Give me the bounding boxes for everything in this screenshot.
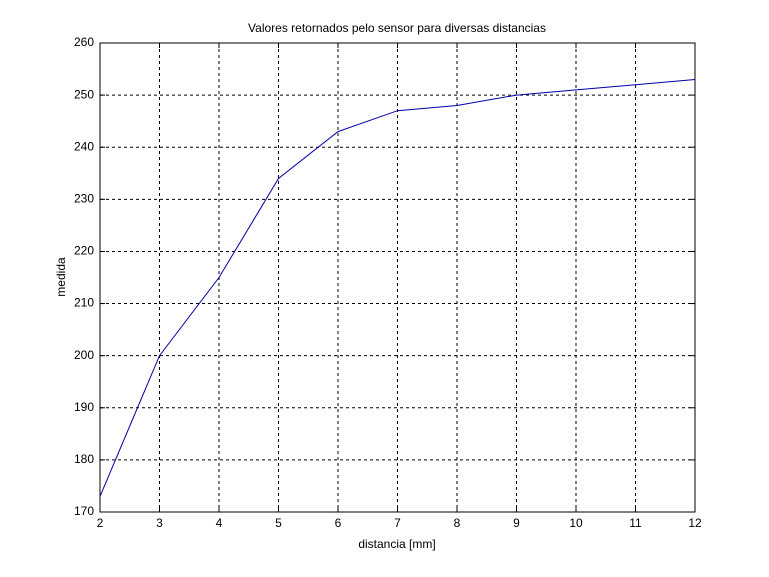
x-tick-label: 6 [335, 516, 342, 530]
x-axis-label: distancia [mm] [358, 537, 435, 551]
y-tick-label: 190 [74, 400, 94, 414]
y-tick-label: 230 [74, 192, 94, 206]
y-tick-label: 250 [74, 87, 94, 101]
y-tick-label: 260 [74, 35, 94, 49]
y-axis-label: medida [54, 257, 68, 297]
chart-title: Valores retornados pelo sensor para dive… [248, 21, 546, 35]
plot-frame [99, 42, 696, 513]
x-tick-label: 11 [629, 516, 642, 530]
x-tick-label: 4 [216, 516, 223, 530]
y-tick-label: 240 [74, 139, 94, 153]
y-tick-label: 220 [74, 244, 94, 258]
x-tick-label: 7 [394, 516, 401, 530]
y-tick-label: 170 [74, 504, 94, 518]
x-tick-label: 12 [688, 516, 702, 530]
x-tick-label: 5 [275, 516, 282, 530]
x-tick-label: 9 [513, 516, 520, 530]
x-tick-label: 10 [569, 516, 583, 530]
x-tick-label: 2 [97, 516, 104, 530]
data-line [99, 79, 696, 497]
y-tick-label: 200 [74, 348, 94, 362]
x-tick-label: 8 [454, 516, 461, 530]
y-tick-label: 210 [74, 296, 94, 310]
x-tick-label: 3 [156, 516, 163, 530]
y-tick-label: 180 [74, 452, 94, 466]
